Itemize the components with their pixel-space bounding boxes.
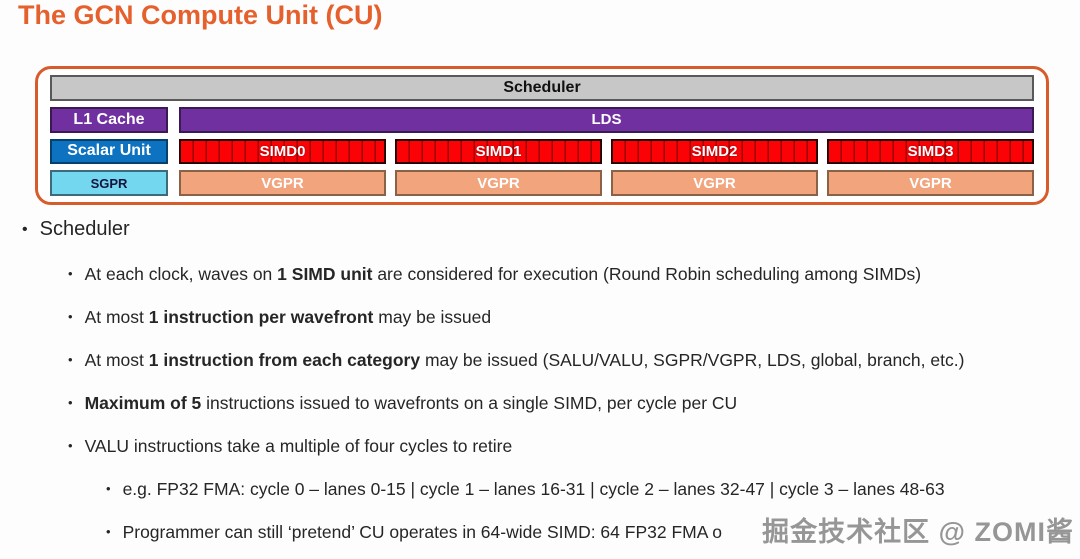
bullet-list: • At each clock, waves on 1 SIMD unit are… bbox=[14, 263, 1072, 543]
cu-diagram: Scheduler L1 Cache LDS Scalar Unit SIMD0… bbox=[35, 66, 1049, 205]
bullet-text: VALU instructions take a multiple of fou… bbox=[84, 436, 513, 456]
bullet-marker: • bbox=[68, 395, 73, 410]
bullet-item: • e.g. FP32 FMA: cycle 0 – lanes 0-15 | c… bbox=[14, 478, 1072, 500]
bullet-item: • VALU instructions take a multiple of fo… bbox=[14, 435, 1072, 457]
scalar-unit-block: Scalar Unit bbox=[50, 138, 168, 165]
bullet-marker: • bbox=[68, 309, 73, 324]
scheduler-row: Scheduler bbox=[50, 75, 1034, 101]
bullet-text: At most 1 instruction per wavefront may … bbox=[84, 307, 492, 327]
scheduler-heading-label: Scheduler bbox=[39, 218, 130, 240]
scheduler-block: Scheduler bbox=[50, 75, 1034, 101]
vgpr-block-1: VGPR bbox=[395, 170, 602, 196]
simd0-block: SIMD0 bbox=[179, 138, 386, 165]
bullet-section: • Scheduler • At each clock, waves on 1 S… bbox=[14, 218, 1072, 543]
lds-block: LDS bbox=[179, 106, 1034, 133]
bullet-text: e.g. FP32 FMA: cycle 0 – lanes 0-15 | cy… bbox=[122, 479, 945, 499]
bullet-marker: • bbox=[22, 221, 28, 238]
simd2-block: SIMD2 bbox=[611, 138, 818, 165]
vgpr-block-3: VGPR bbox=[827, 170, 1034, 196]
bullet-text: At each clock, waves on 1 SIMD unit are … bbox=[84, 264, 922, 284]
bullet-marker: • bbox=[106, 481, 111, 496]
bullet-item: • At most 1 instruction per wavefront may… bbox=[14, 306, 1072, 328]
vgpr-block-0: VGPR bbox=[179, 170, 386, 196]
scalar-simd-row: Scalar Unit SIMD0 SIMD1 SIMD2 SIMD3 bbox=[50, 138, 1034, 165]
scheduler-heading: • Scheduler bbox=[14, 218, 1072, 242]
simd3-block: SIMD3 bbox=[827, 138, 1034, 165]
bullet-text: Maximum of 5 instructions issued to wave… bbox=[84, 393, 738, 413]
cache-lds-row: L1 Cache LDS bbox=[50, 106, 1034, 133]
sgpr-vgpr-row: SGPR VGPR VGPR VGPR VGPR bbox=[50, 170, 1034, 196]
bullet-marker: • bbox=[106, 524, 111, 539]
bullet-text: At most 1 instruction from each category… bbox=[84, 350, 965, 370]
bullet-marker: • bbox=[68, 352, 73, 367]
sgpr-block: SGPR bbox=[50, 170, 168, 196]
bullet-item: • Programmer can still ‘pretend’ CU opera… bbox=[14, 521, 1072, 543]
bullet-marker: • bbox=[68, 266, 73, 281]
page-title: The GCN Compute Unit (CU) bbox=[18, 0, 383, 30]
bullet-item: • At most 1 instruction from each categor… bbox=[14, 349, 1072, 371]
l1-cache-block: L1 Cache bbox=[50, 106, 168, 133]
vgpr-block-2: VGPR bbox=[611, 170, 818, 196]
bullet-text: Programmer can still ‘pretend’ CU operat… bbox=[122, 522, 723, 542]
bullet-marker: • bbox=[68, 438, 73, 453]
bullet-item: • At each clock, waves on 1 SIMD unit are… bbox=[14, 263, 1072, 285]
simd1-block: SIMD1 bbox=[395, 138, 602, 165]
bullet-item: • Maximum of 5 instructions issued to wav… bbox=[14, 392, 1072, 414]
